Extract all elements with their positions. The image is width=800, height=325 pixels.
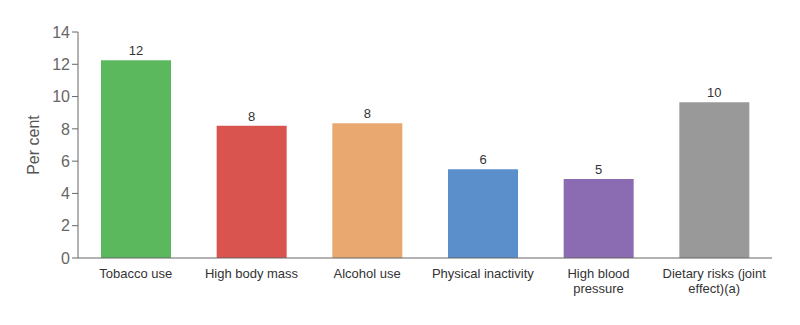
svg-text:14: 14: [52, 24, 70, 41]
svg-text:Physical inactivity: Physical inactivity: [432, 266, 534, 281]
svg-text:6: 6: [61, 153, 70, 170]
svg-text:10: 10: [707, 85, 721, 100]
svg-text:8: 8: [364, 106, 371, 121]
svg-text:High body mass: High body mass: [205, 266, 299, 281]
svg-text:8: 8: [248, 109, 255, 124]
svg-text:2: 2: [61, 217, 70, 234]
svg-text:12: 12: [52, 56, 70, 73]
svg-text:6: 6: [479, 152, 486, 167]
svg-text:10: 10: [52, 88, 70, 105]
svg-text:12: 12: [129, 43, 143, 58]
svg-text:High bloodpressure: High bloodpressure: [567, 266, 629, 296]
svg-text:Dietary risks (jointeffect)(a): Dietary risks (jointeffect)(a): [663, 266, 767, 296]
svg-text:4: 4: [61, 185, 70, 202]
svg-text:Tobacco use: Tobacco use: [99, 266, 172, 281]
svg-text:5: 5: [595, 162, 602, 177]
svg-text:Alcohol use: Alcohol use: [334, 266, 401, 281]
svg-text:8: 8: [61, 121, 70, 138]
svg-text:Per cent: Per cent: [25, 115, 42, 175]
svg-text:0: 0: [61, 250, 70, 267]
